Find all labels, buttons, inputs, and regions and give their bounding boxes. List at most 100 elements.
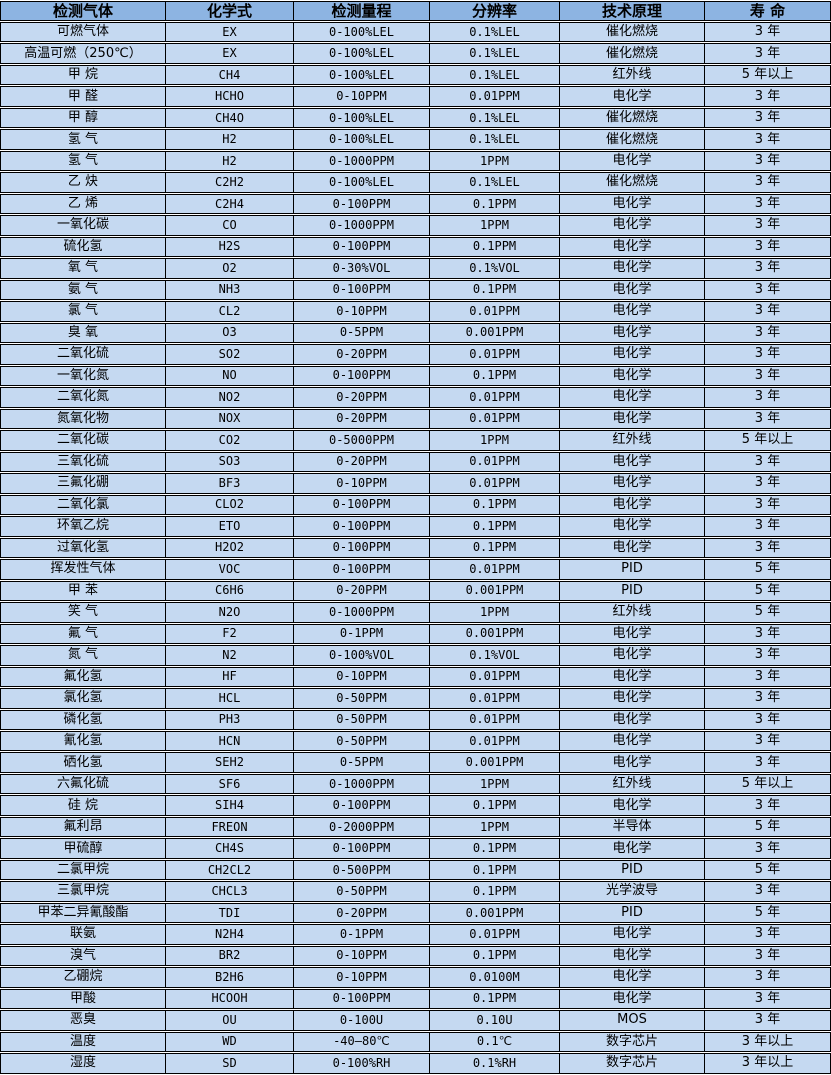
- table-row: 一氧化氮 NO 0-100PPM 0.1PPM 电化学 3 年: [0, 365, 831, 387]
- table-row: 乙 烯 C2H4 0-100PPM 0.1PPM 电化学 3 年: [0, 193, 831, 215]
- cell-detection-range: 0-500PPM: [293, 859, 429, 881]
- cell-detection-range: -40—80℃: [293, 1031, 429, 1053]
- table-row: 氨 气 NH3 0-100PPM 0.1PPM 电化学 3 年: [0, 279, 831, 301]
- table-row: 二氧化硫 SO2 0-20PPM 0.01PPM 电化学 3 年: [0, 344, 831, 365]
- cell-technology-principle: 催化燃烧: [559, 129, 704, 150]
- cell-chemical-formula: BR2: [165, 945, 293, 967]
- cell-resolution: 0.1PPM: [429, 516, 559, 537]
- column-header-chemical-formula: 化学式: [165, 1, 293, 21]
- cell-gas-name: 二氧化氮: [0, 387, 165, 408]
- cell-gas-name: 二氧化硫: [0, 344, 165, 365]
- cell-lifespan: 3 年: [704, 43, 831, 64]
- cell-chemical-formula: OU: [165, 1010, 293, 1031]
- cell-resolution: 0.1PPM: [429, 945, 559, 967]
- cell-detection-range: 0-100PPM: [293, 838, 429, 859]
- table-row: 乙 炔 C2H2 0-100%LEL 0.1%LEL 催化燃烧 3 年: [0, 172, 831, 193]
- cell-technology-principle: 电化学: [559, 86, 704, 107]
- cell-chemical-formula: CO: [165, 215, 293, 236]
- cell-lifespan: 5 年: [704, 580, 831, 602]
- column-header-gas-name: 检测气体: [0, 1, 165, 21]
- table-body: 可燃气体 EX 0-100%LEL 0.1%LEL 催化燃烧 3 年高温可燃（250℃） E…: [0, 22, 831, 1074]
- cell-lifespan: 3 年: [704, 236, 831, 258]
- cell-detection-range: 0-10PPM: [293, 666, 429, 688]
- cell-chemical-formula: HCL: [165, 688, 293, 709]
- cell-gas-name: 可燃气体: [0, 22, 165, 43]
- cell-lifespan: 3 年: [704, 537, 831, 559]
- cell-technology-principle: 数字芯片: [559, 1053, 704, 1074]
- cell-technology-principle: 电化学: [559, 150, 704, 172]
- cell-lifespan: 3 年: [704, 129, 831, 150]
- cell-chemical-formula: PH3: [165, 709, 293, 730]
- cell-gas-name: 氨 气: [0, 279, 165, 301]
- cell-chemical-formula: CH4: [165, 64, 293, 86]
- cell-resolution: 0.1PPM: [429, 537, 559, 559]
- cell-lifespan: 3 年: [704, 752, 831, 773]
- cell-chemical-formula: CH4O: [165, 107, 293, 129]
- cell-detection-range: 0-100PPM: [293, 365, 429, 387]
- cell-resolution: 0.01PPM: [429, 451, 559, 473]
- cell-technology-principle: 数字芯片: [559, 1031, 704, 1053]
- cell-gas-name: 硒化氢: [0, 752, 165, 773]
- cell-resolution: 0.1%LEL: [429, 64, 559, 86]
- cell-resolution: 0.1%VOL: [429, 645, 559, 666]
- cell-gas-name: 硅 烷: [0, 795, 165, 816]
- cell-chemical-formula: HCOOH: [165, 988, 293, 1010]
- cell-gas-name: 乙 烯: [0, 193, 165, 215]
- cell-gas-name: 环氧乙烷: [0, 516, 165, 537]
- cell-gas-name: 二氯甲烷: [0, 859, 165, 881]
- cell-chemical-formula: NOX: [165, 408, 293, 430]
- cell-chemical-formula: C2H4: [165, 193, 293, 215]
- cell-resolution: 0.1PPM: [429, 881, 559, 902]
- cell-technology-principle: 电化学: [559, 301, 704, 322]
- cell-lifespan: 3 年: [704, 688, 831, 709]
- cell-resolution: 0.1PPM: [429, 279, 559, 301]
- table-row: 氟化氢 HF 0-10PPM 0.01PPM 电化学 3 年: [0, 666, 831, 688]
- cell-technology-principle: 红外线: [559, 773, 704, 795]
- cell-resolution: 0.1PPM: [429, 795, 559, 816]
- cell-chemical-formula: H2: [165, 129, 293, 150]
- cell-lifespan: 3 年: [704, 408, 831, 430]
- cell-chemical-formula: NO: [165, 365, 293, 387]
- cell-resolution: 0.1%LEL: [429, 43, 559, 64]
- table-row: 氧 气 O2 0-30%VOL 0.1%VOL 电化学 3 年: [0, 258, 831, 279]
- cell-resolution: 0.10U: [429, 1010, 559, 1031]
- cell-detection-range: 0-100%LEL: [293, 22, 429, 43]
- cell-technology-principle: 半导体: [559, 816, 704, 838]
- cell-resolution: 0.01PPM: [429, 387, 559, 408]
- cell-technology-principle: 电化学: [559, 537, 704, 559]
- cell-gas-name: 溴气: [0, 945, 165, 967]
- cell-gas-name: 甲 烷: [0, 64, 165, 86]
- cell-resolution: 0.01PPM: [429, 86, 559, 107]
- cell-detection-range: 0-100%LEL: [293, 107, 429, 129]
- cell-lifespan: 5 年以上: [704, 64, 831, 86]
- cell-chemical-formula: SIH4: [165, 795, 293, 816]
- cell-detection-range: 0-20PPM: [293, 580, 429, 602]
- cell-gas-name: 甲苯二异氰酸酯: [0, 902, 165, 924]
- cell-chemical-formula: F2: [165, 623, 293, 645]
- cell-lifespan: 3 年: [704, 215, 831, 236]
- cell-lifespan: 3 年: [704, 344, 831, 365]
- cell-detection-range: 0-100PPM: [293, 516, 429, 537]
- table-row: 氟 气 F2 0-1PPM 0.001PPM 电化学 3 年: [0, 623, 831, 645]
- cell-lifespan: 3 年: [704, 365, 831, 387]
- cell-technology-principle: 电化学: [559, 623, 704, 645]
- cell-gas-name: 氟化氢: [0, 666, 165, 688]
- cell-technology-principle: 电化学: [559, 666, 704, 688]
- cell-lifespan: 3 年: [704, 451, 831, 473]
- table-row: 甲硫醇 CH4S 0-100PPM 0.1PPM 电化学 3 年: [0, 838, 831, 859]
- cell-technology-principle: 电化学: [559, 279, 704, 301]
- cell-resolution: 1PPM: [429, 816, 559, 838]
- cell-resolution: 0.01PPM: [429, 666, 559, 688]
- column-header-lifespan: 寿 命: [704, 1, 831, 21]
- cell-detection-range: 0-100PPM: [293, 279, 429, 301]
- table-row: 挥发性气体 VOC 0-100PPM 0.01PPM PID 5 年: [0, 559, 831, 580]
- cell-chemical-formula: HF: [165, 666, 293, 688]
- cell-chemical-formula: WD: [165, 1031, 293, 1053]
- table-row: 检测气体 化学式 检测量程 分辨率 技术原理寿 命: [0, 1, 831, 21]
- cell-gas-name: 恶臭: [0, 1010, 165, 1031]
- cell-resolution: 0.1%LEL: [429, 107, 559, 129]
- cell-resolution: 0.01PPM: [429, 473, 559, 494]
- cell-lifespan: 3 年: [704, 22, 831, 43]
- cell-gas-name: 甲 醛: [0, 86, 165, 107]
- table-row: 氯 气 CL2 0-10PPM 0.01PPM 电化学 3 年: [0, 301, 831, 322]
